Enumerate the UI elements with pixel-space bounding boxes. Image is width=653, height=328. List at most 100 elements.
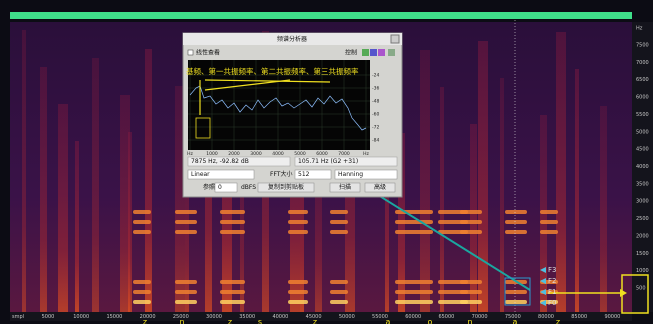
window-value: Hanning xyxy=(338,171,363,178)
harmonic xyxy=(460,210,482,214)
x-tick-label: 2000 xyxy=(228,151,240,157)
harmonic xyxy=(505,290,527,294)
freq-label: 7000 xyxy=(636,60,649,66)
harmonic xyxy=(288,300,308,304)
harmonic xyxy=(133,210,151,214)
harmonic xyxy=(505,230,527,234)
band xyxy=(75,141,79,312)
phoneme-label: a xyxy=(386,318,391,325)
harmonic xyxy=(395,290,433,294)
button-label: 扫描 xyxy=(339,183,351,191)
harmonic xyxy=(175,280,197,284)
freq-label: 4000 xyxy=(636,164,649,170)
y-tick-label: -60 xyxy=(372,112,379,118)
freq-label: 4500 xyxy=(636,147,649,153)
harmonic xyxy=(330,280,348,284)
harmonic xyxy=(220,290,245,294)
harmonic xyxy=(175,210,197,214)
harmonic xyxy=(133,290,151,294)
time-label: 85000 xyxy=(571,314,587,320)
band xyxy=(600,106,607,312)
harmonic xyxy=(133,220,151,224)
x-tick-label: Hz xyxy=(363,151,369,157)
control-label: 控制 xyxy=(345,49,357,57)
time-label: 35000 xyxy=(239,314,255,320)
formant-label: F1 xyxy=(548,288,556,296)
harmonic xyxy=(395,280,433,284)
y-tick-label: -84 xyxy=(372,138,379,144)
band xyxy=(556,32,566,312)
scale-value: Linear xyxy=(191,171,210,178)
harmonic xyxy=(330,230,348,234)
harmonic xyxy=(288,210,308,214)
status-right: 105.71 Hz (G2 +31) xyxy=(298,158,358,165)
tool-button[interactable] xyxy=(388,49,395,56)
harmonic xyxy=(540,220,558,224)
time-label: 80000 xyxy=(538,314,554,320)
harmonic xyxy=(460,230,482,234)
harmonic xyxy=(330,210,348,214)
time-label: 90000 xyxy=(604,314,620,320)
fft-value: 512 xyxy=(298,171,310,178)
ref-unit: dBFS xyxy=(241,184,256,191)
tool-button[interactable] xyxy=(362,49,369,56)
freq-label: 3000 xyxy=(636,199,649,205)
y-tick-label: -36 xyxy=(372,86,379,92)
harmonic xyxy=(175,300,197,304)
x-tick-label: 1000 xyxy=(206,151,218,157)
phoneme-label: z xyxy=(228,318,232,325)
phoneme-label: n xyxy=(179,318,184,325)
freq-label: 1000 xyxy=(636,268,649,274)
phoneme-label: z xyxy=(556,318,560,325)
band xyxy=(420,50,430,312)
formant-label: F0 xyxy=(548,299,556,307)
x-tick-label: 3000 xyxy=(250,151,262,157)
checkbox[interactable] xyxy=(188,50,193,55)
harmonic xyxy=(220,230,245,234)
close-button[interactable] xyxy=(391,35,399,43)
x-tick-label: 5000 xyxy=(294,151,306,157)
tool-button[interactable] xyxy=(370,49,377,56)
freq-label: 5000 xyxy=(636,129,649,135)
harmonic xyxy=(395,210,433,214)
harmonic xyxy=(540,230,558,234)
freq-label: Hz xyxy=(636,26,643,32)
harmonic xyxy=(460,280,482,284)
harmonic xyxy=(460,220,482,224)
band xyxy=(22,30,26,312)
annotation: 基频、第一共振频率、第二共振频率、第三共振频率 xyxy=(186,66,359,76)
harmonic xyxy=(288,230,308,234)
band xyxy=(575,69,579,312)
band xyxy=(145,49,152,312)
harmonic xyxy=(395,220,433,224)
harmonic xyxy=(540,210,558,214)
formant-label: F2 xyxy=(548,277,556,285)
harmonic xyxy=(220,280,245,284)
dialog-title: 频谱分析器 xyxy=(277,35,307,43)
formant-label: F3 xyxy=(548,266,556,274)
harmonic xyxy=(460,300,482,304)
phoneme-label: n xyxy=(467,318,472,325)
overview-bar[interactable] xyxy=(10,12,632,19)
freq-label: 5500 xyxy=(636,112,649,118)
harmonic xyxy=(133,300,151,304)
freq-label: 6000 xyxy=(636,95,649,101)
fft-label: FFT大小 xyxy=(270,170,292,178)
harmonic xyxy=(288,280,308,284)
time-label: 60000 xyxy=(405,314,421,320)
harmonic xyxy=(288,220,308,224)
time-label: 65000 xyxy=(438,314,454,320)
freq-label: 7500 xyxy=(636,43,649,49)
x-tick-label: 6000 xyxy=(316,151,328,157)
band xyxy=(58,104,68,312)
harmonic xyxy=(288,290,308,294)
status-left: 7875 Hz, -92.82 dB xyxy=(191,158,249,165)
harmonic xyxy=(175,230,197,234)
tool-button[interactable] xyxy=(378,49,385,56)
harmonic xyxy=(330,220,348,224)
freq-label: 1500 xyxy=(636,251,649,257)
harmonic xyxy=(175,290,197,294)
phoneme-label: z xyxy=(143,318,147,325)
phoneme-label: a xyxy=(513,318,518,325)
freq-label: 2500 xyxy=(636,216,649,222)
